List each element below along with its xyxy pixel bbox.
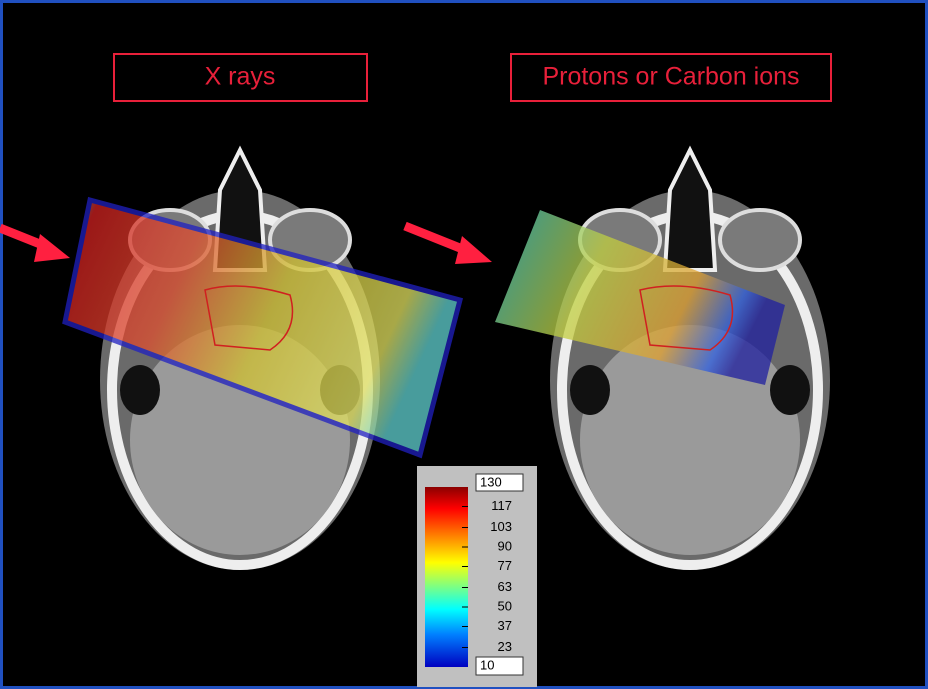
colorbar-max: 130	[480, 474, 502, 489]
title-box	[510, 53, 832, 102]
min-input[interactable]	[475, 656, 524, 676]
colorbar-tick-label: 37	[498, 618, 512, 633]
max-input[interactable]	[475, 473, 524, 492]
particle-beam	[495, 210, 785, 385]
colorbar-tick-label: 77	[498, 558, 512, 573]
colorbar-tick-label: 90	[498, 538, 512, 553]
target-contour	[204, 285, 294, 351]
panel-title: Protons or Carbon ions	[542, 63, 799, 91]
colorbar-tick-label: 103	[490, 519, 512, 534]
arrow	[0, 223, 70, 262]
colorbar-gradient	[425, 487, 468, 667]
colorbar-min: 10	[480, 657, 494, 672]
x-ray-beam	[62, 196, 464, 459]
panel-title: X rays	[205, 63, 276, 91]
colorbar-tick-label: 63	[498, 579, 512, 594]
colorbar-tick-label: 50	[498, 598, 512, 613]
colorbar-tick-label: 23	[498, 639, 512, 654]
colorbar: 130 10 117 103 90 77 63 50 37 23	[417, 466, 537, 687]
arrow	[403, 221, 492, 264]
title-box	[113, 53, 368, 102]
target-contour	[639, 285, 734, 351]
colorbar-tick-label: 117	[491, 498, 512, 513]
